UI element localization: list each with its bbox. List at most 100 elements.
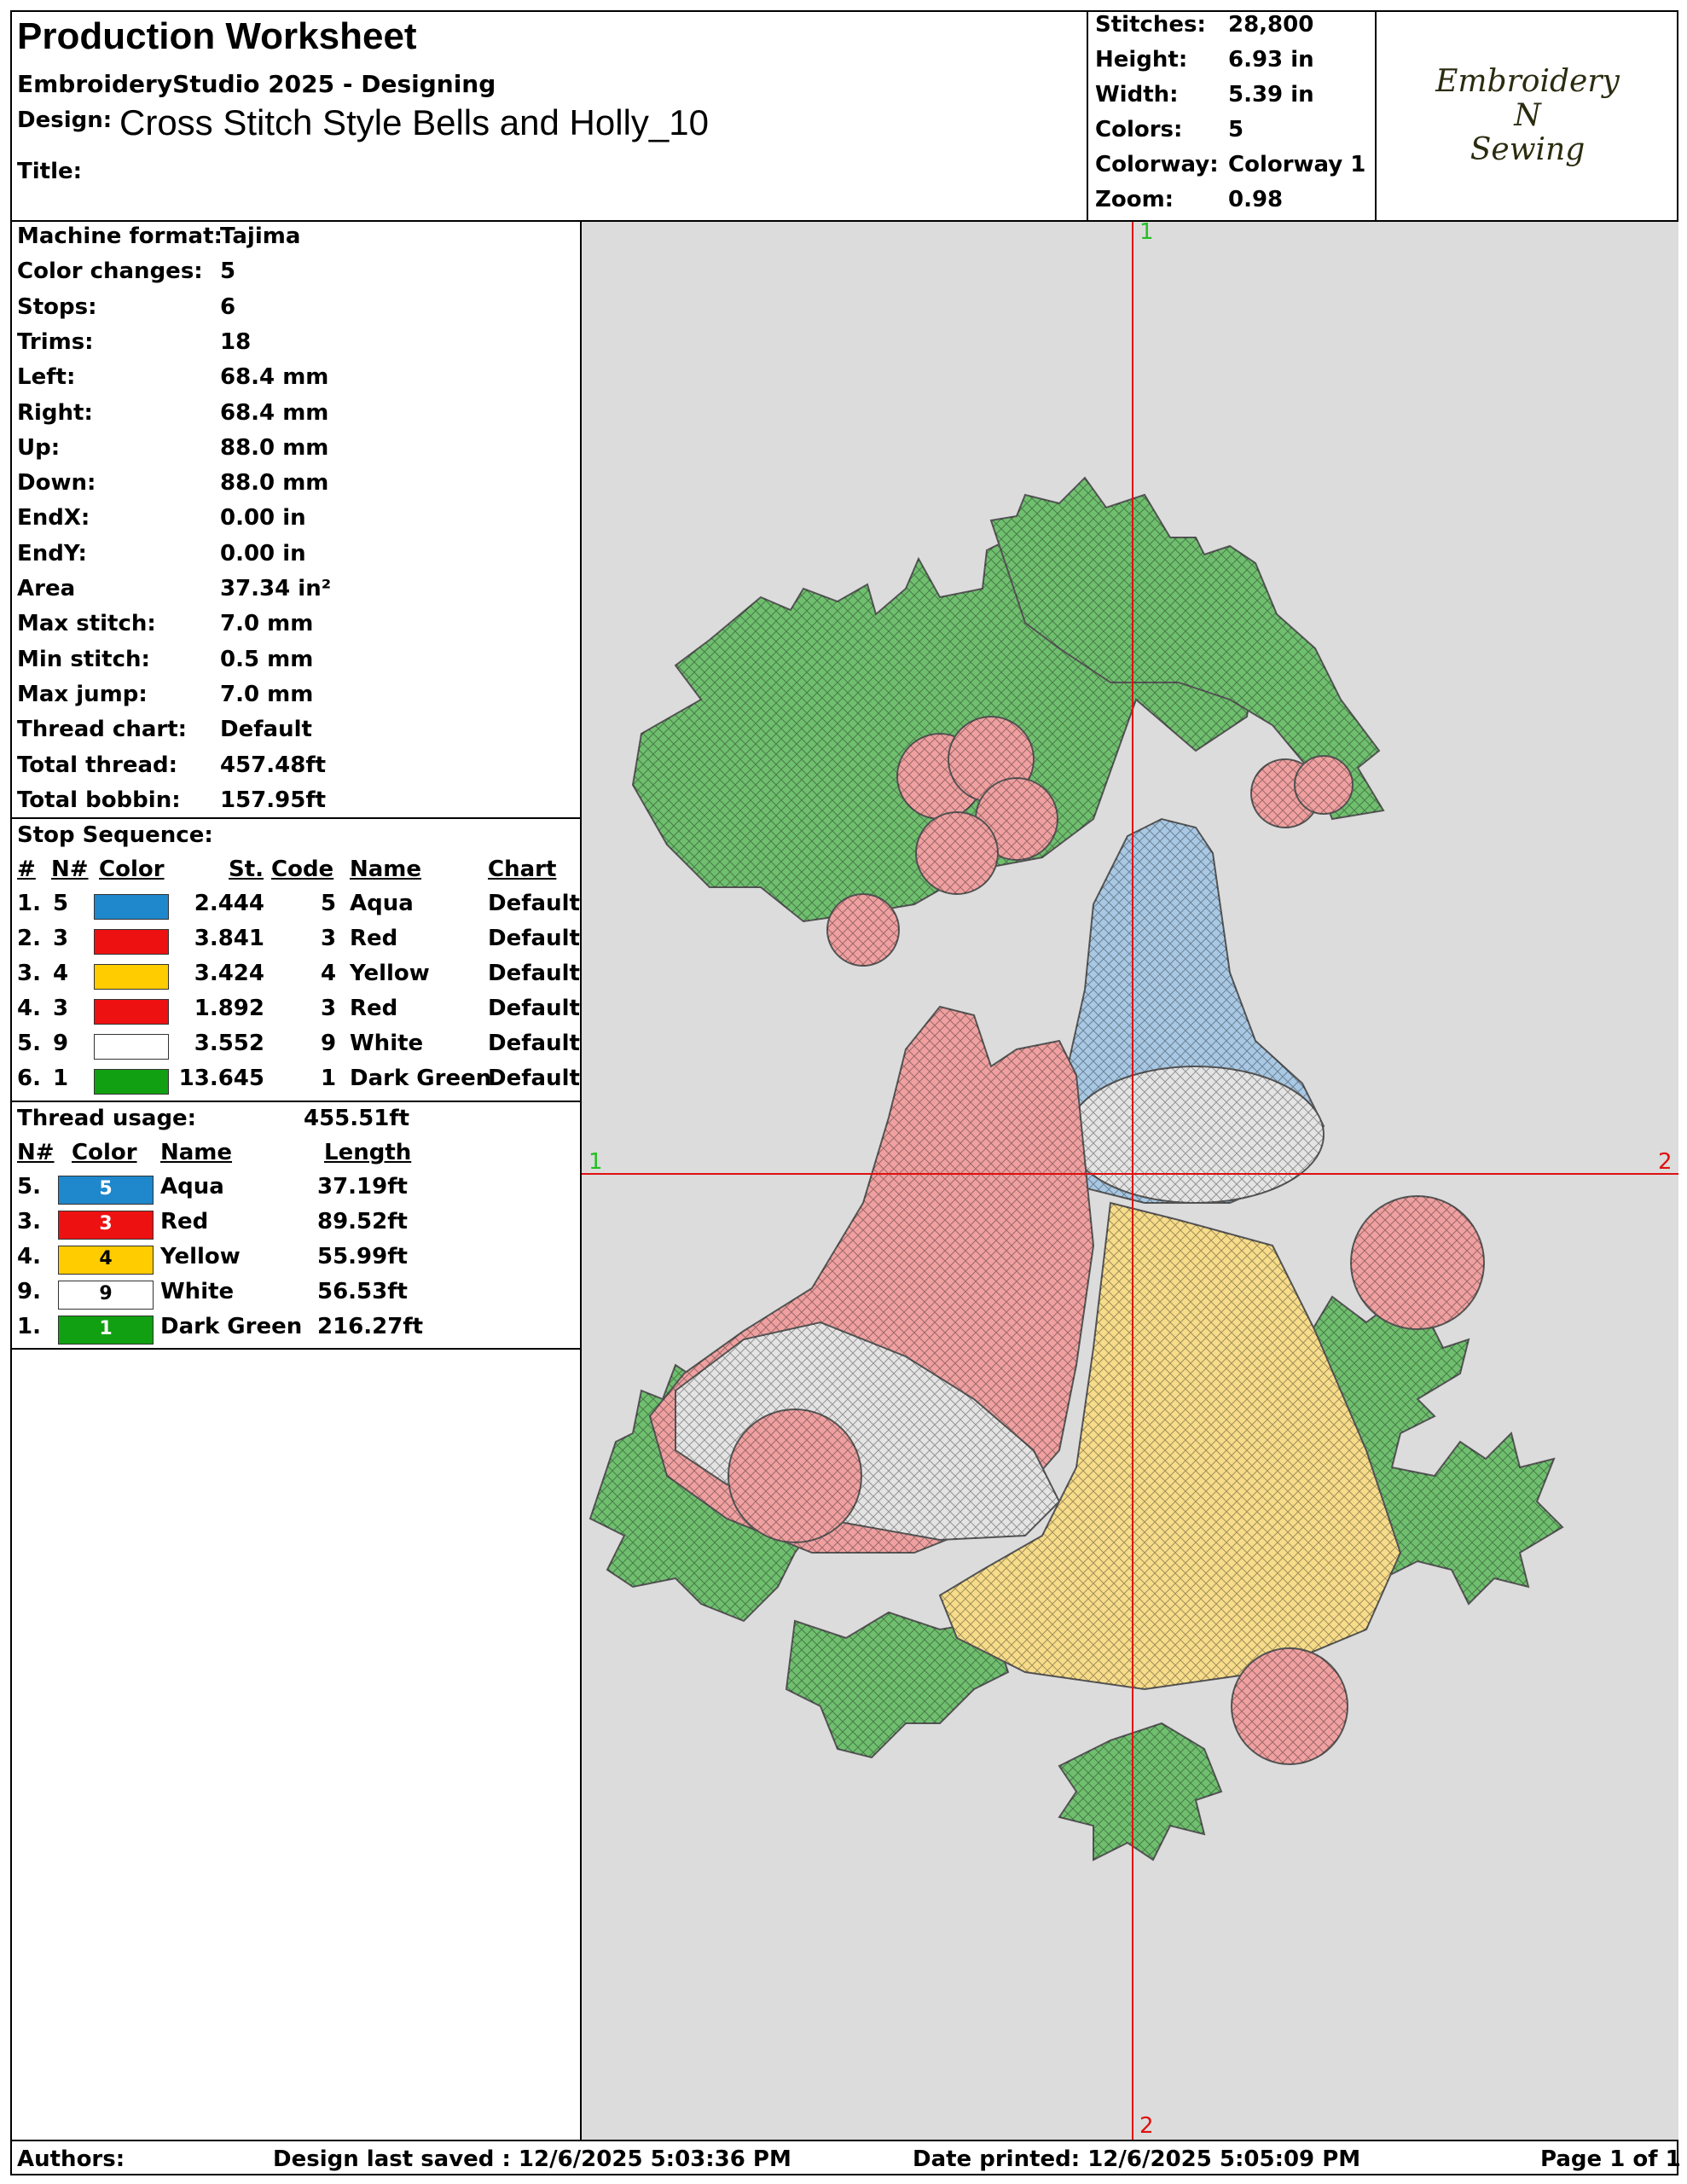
logo-text: Embroidery N Sewing [1435, 64, 1620, 167]
usage-color-name: Dark Green [160, 1314, 303, 1339]
info-value: 37.34 in² [220, 576, 332, 601]
stop-color-name: White [350, 1031, 424, 1056]
info-label: Machine format: [17, 224, 223, 249]
brand-logo: Embroidery N Sewing [1378, 10, 1677, 220]
usage-length: 216.27ft [317, 1314, 424, 1339]
color-swatch [94, 894, 169, 920]
thread-usage-title: Thread usage: [17, 1106, 197, 1131]
design-label: Design: [17, 107, 113, 133]
info-label: Area [17, 576, 76, 601]
info-value: 6 [220, 293, 236, 320]
divider [10, 1101, 580, 1102]
stop-code: 4 [321, 961, 337, 986]
stop-needle: 9 [53, 1031, 69, 1056]
info-value: Default [220, 717, 312, 743]
stop-color-name: Aqua [350, 891, 414, 916]
stop-needle: 3 [53, 926, 69, 951]
info-value: 0.00 in [220, 505, 306, 531]
stitch-hatch [1059, 1723, 1221, 1860]
stitch-hatch [1295, 756, 1353, 814]
usage-header-length: Length [324, 1140, 412, 1165]
usage-color-name: Red [160, 1209, 209, 1234]
stop-index: 6. [17, 1066, 41, 1091]
stop-chart: Default [488, 996, 580, 1021]
color-swatch [94, 964, 169, 990]
stitch-hatch [940, 1203, 1400, 1689]
info-label: Max stitch: [17, 611, 156, 637]
usage-length: 89.52ft [317, 1209, 408, 1234]
holly-berries [728, 716, 1485, 1765]
color-swatch [94, 1069, 169, 1095]
stop-code: 3 [321, 926, 337, 951]
header-info: Production Worksheet EmbroideryStudio 20… [10, 10, 1087, 220]
stop-color-name: Dark Green [350, 1066, 492, 1091]
axis-label-left: 1 [588, 1149, 603, 1175]
info-value: 68.4 mm [220, 364, 329, 391]
usage-color-name: Aqua [160, 1174, 224, 1199]
usage-length: 37.19ft [317, 1174, 408, 1199]
col-header-color: Color [99, 857, 165, 882]
stop-stitches: 3.552 [194, 1031, 264, 1056]
stop-code: 9 [321, 1031, 337, 1056]
usage-length: 56.53ft [317, 1279, 408, 1304]
info-value: 88.0 mm [220, 470, 329, 497]
stitch-hatch [1068, 1066, 1324, 1203]
info-value: 68.4 mm [220, 399, 329, 426]
usage-needle: 3. [17, 1209, 41, 1234]
info-label: Down: [17, 470, 96, 497]
stop-index: 2. [17, 926, 41, 951]
stitch-hatch [827, 894, 899, 966]
axis-label-right: 2 [1658, 1149, 1673, 1175]
stop-chart: Default [488, 891, 580, 916]
col-header-chart: Chart [488, 857, 557, 882]
info-value: 88.0 mm [220, 434, 329, 461]
info-value: 0.00 in [220, 540, 306, 566]
bell-red [648, 1005, 1095, 1554]
stop-sequence-title: Stop Sequence: [17, 822, 213, 848]
authors-label: Authors: [17, 2146, 125, 2172]
info-value: 5 [220, 258, 236, 285]
usage-color-swatch: 4 [58, 1246, 154, 1275]
usage-color-swatch: 9 [58, 1281, 154, 1310]
usage-needle: 1. [17, 1314, 41, 1339]
center-axes: 1 1 2 2 [582, 222, 1678, 2140]
bell-aqua [1041, 817, 1325, 1204]
color-swatch [94, 999, 169, 1025]
info-label: Color changes: [17, 258, 203, 285]
stop-chart: Default [488, 926, 580, 951]
stop-needle: 4 [53, 961, 69, 986]
stop-color-name: Red [350, 996, 398, 1021]
design-drawing: 1 1 2 2 [582, 222, 1678, 2140]
info-value: 157.95ft [220, 787, 327, 813]
page-title: Production Worksheet [17, 15, 417, 57]
usage-color-swatch: 1 [58, 1316, 154, 1345]
stop-index: 5. [17, 1031, 41, 1056]
stop-code: 1 [321, 1066, 337, 1091]
info-label: Min stitch: [17, 646, 150, 672]
info-value: 7.0 mm [220, 611, 314, 637]
stop-index: 4. [17, 996, 41, 1021]
usage-color-swatch: 3 [58, 1211, 154, 1240]
info-label: Max jump: [17, 681, 148, 707]
info-label: Up: [17, 434, 61, 461]
stop-needle: 1 [53, 1066, 69, 1091]
info-label: Total bobbin: [17, 787, 181, 813]
col-header-stitches: St. [229, 857, 264, 882]
info-label: Total thread: [17, 752, 178, 778]
divider [10, 1348, 580, 1350]
stitch-hatch [728, 1409, 861, 1542]
usage-color-name: Yellow [160, 1244, 241, 1269]
stop-stitches: 2.444 [194, 891, 264, 916]
thread-usage-total: 455.51ft [304, 1106, 410, 1131]
info-panel: Machine format: Tajima Color changes: 5 Stop… [10, 222, 582, 2140]
axis-label-top: 1 [1139, 222, 1154, 245]
usage-header-color: Color [72, 1140, 137, 1165]
stop-needle: 3 [53, 996, 69, 1021]
divider [10, 817, 580, 819]
col-header-code: Code [271, 857, 334, 882]
last-saved: Design last saved : 12/6/2025 5:03:36 PM [273, 2146, 791, 2172]
usage-header-name: Name [160, 1140, 233, 1165]
col-header-needle: N# [51, 857, 89, 882]
stop-stitches: 3.841 [194, 926, 264, 951]
stop-chart: Default [488, 1066, 580, 1091]
